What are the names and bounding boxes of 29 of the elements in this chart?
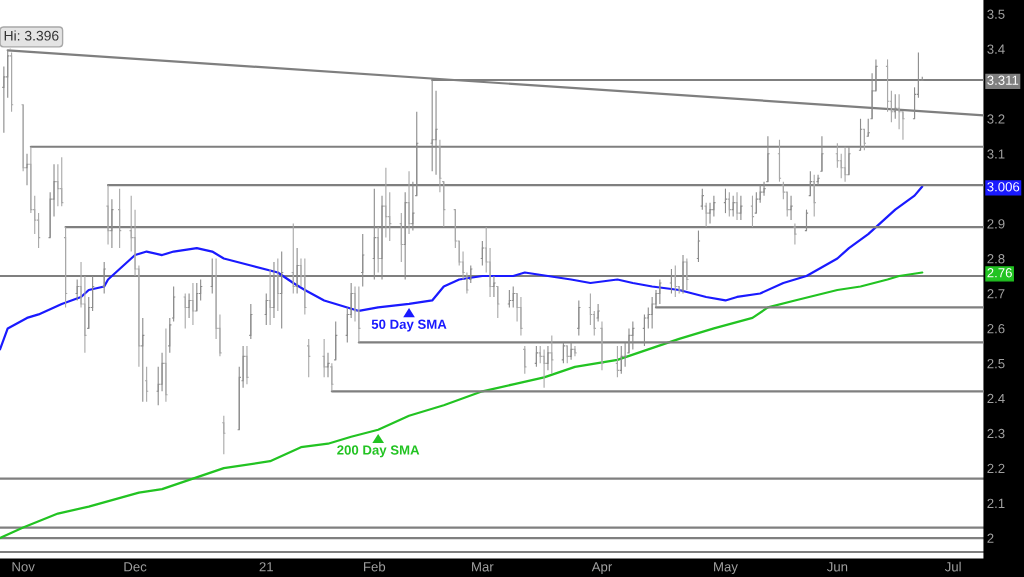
x-tick-label: Nov (12, 562, 35, 572)
y-tick-label: 2.8 (987, 254, 1005, 264)
y-tick-label: 2.5 (987, 358, 1005, 369)
y-tick-label: 2.1 (987, 498, 1005, 508)
y-tick-label: 3.4 (987, 44, 1005, 54)
x-tick-label: Jun (826, 562, 848, 572)
y-tick-label: 2.7 (987, 289, 1005, 299)
x-tick-label: Apr (591, 562, 613, 575)
y-tick-label: 2.76 (987, 268, 1012, 278)
y-tick-label: 2.4 (987, 393, 1005, 404)
x-tick-label: Mar (472, 562, 494, 572)
x-tick-label: 21 (259, 562, 273, 572)
annotation: Hi: 3.396 (4, 30, 59, 41)
annotation: 200 Day SMA (337, 445, 420, 458)
y-tick-label: 3.2 (987, 114, 1005, 124)
y-tick-label: 2 (987, 533, 994, 543)
x-tick-label: Jul (944, 561, 961, 572)
x-tick-label: May (714, 562, 738, 575)
y-tick-label: 2.6 (987, 323, 1005, 334)
y-tick-label: 3.5 (987, 9, 1005, 19)
annotation: 50 Day SMA (371, 319, 447, 332)
y-tick-label: 2.9 (987, 219, 1005, 229)
y-tick-label: 2.3 (987, 428, 1005, 439)
x-tick-label: Feb (364, 561, 386, 572)
y-tick-label: 3.006 (987, 182, 1020, 192)
y-tick-label: 3.1 (987, 149, 1005, 159)
y-tick-label: 2.2 (987, 463, 1005, 473)
x-tick-label: Dec (124, 562, 147, 572)
y-tick-label: 3.311 (987, 75, 1019, 85)
